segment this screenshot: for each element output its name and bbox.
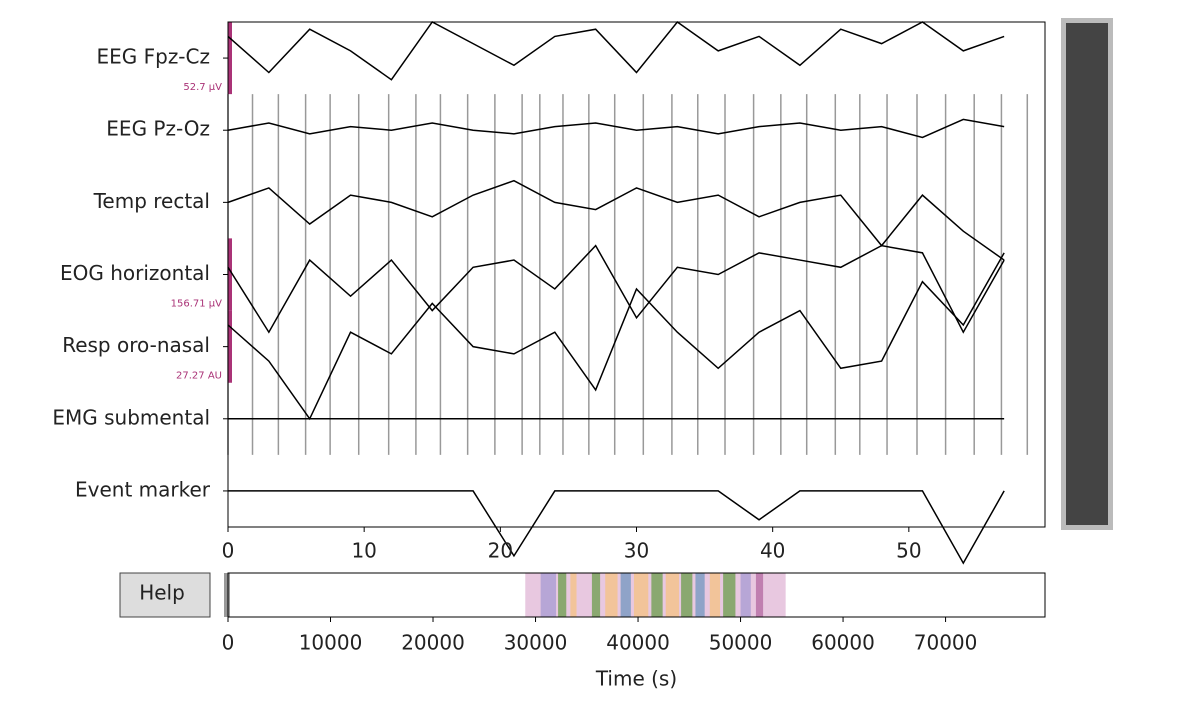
annotation-span [591,573,601,617]
annotation-span [681,573,693,617]
x-tick-label: 0 [222,539,235,563]
channel-trace [228,490,1005,565]
scale-label: 52.7 µV [183,82,222,93]
annotation-span [723,573,736,617]
x-tick-label: 20 [488,539,513,563]
x-tick-label: 0 [222,631,235,655]
channel-trace [227,252,1005,421]
annotation-span [709,573,721,617]
view-window [224,573,230,617]
scale-label: 156.71 µV [171,299,223,310]
annotation-span [665,573,680,617]
channel-trace [227,20,1005,81]
overview-frame [227,572,1046,618]
x-tick-label: 40000 [606,631,670,655]
x-tick-label: 30 [624,539,649,563]
plot-area [228,22,1045,527]
annotation-span [570,573,577,617]
scale-label: 27.27 AU [176,371,222,382]
annotation-span [558,573,567,617]
help-button[interactable] [119,572,211,618]
help-label[interactable]: Help [139,581,185,605]
x-tick-label: 60000 [811,631,875,655]
channel-label: Temp rectal [93,189,210,213]
channel-label: EEG Pz-Oz [106,117,210,141]
channel-trace [227,179,1005,261]
x-tick-label: 50 [896,539,921,563]
annotation-span [755,573,764,617]
channel-trace [227,118,1005,139]
x-tick-label: 30000 [504,631,568,655]
scrollbar-thumb[interactable] [1066,23,1108,525]
annotation-span [740,573,751,617]
x-axis-label: Time (s) [595,667,677,691]
x-tick-label: 10000 [299,631,363,655]
annotation-span [620,573,631,617]
channel-trace [227,244,1005,334]
x-tick-label: 10 [351,539,376,563]
annotation-span [695,573,705,617]
x-tick-label: 70000 [914,631,978,655]
channel-label: EEG Fpz-Cz [96,45,210,69]
channel-label: Event marker [75,477,211,501]
annotation-span [605,573,618,617]
channel-label: EOG horizontal [60,261,210,285]
x-tick-label: 50000 [709,631,773,655]
x-tick-label: 40 [760,539,785,563]
channel-label: Resp oro-nasal [62,333,210,357]
annotation-span [651,573,663,617]
annotation-span [633,573,649,617]
annotation-span [540,573,557,617]
x-tick-label: 20000 [401,631,465,655]
channel-label: EMG submental [52,405,210,429]
